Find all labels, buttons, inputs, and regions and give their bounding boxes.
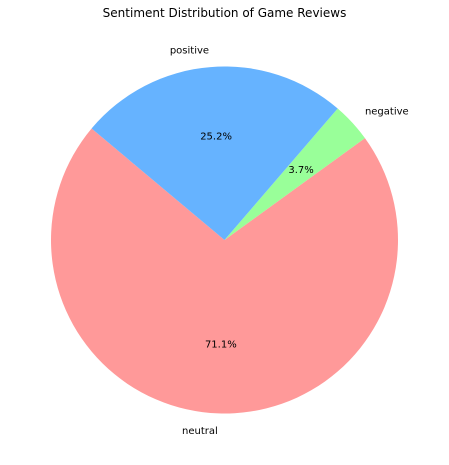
- slice-percent-negative: 3.7%: [288, 165, 313, 176]
- pie-slices: [51, 67, 398, 414]
- slice-label-positive: positive: [170, 45, 209, 56]
- slice-percent-neutral: 71.1%: [205, 340, 237, 351]
- slice-label-negative: negative: [365, 106, 409, 117]
- slice-percent-positive: 25.2%: [200, 132, 232, 143]
- slice-label-neutral: neutral: [182, 426, 218, 437]
- chart-title: Sentiment Distribution of Game Reviews: [103, 6, 347, 20]
